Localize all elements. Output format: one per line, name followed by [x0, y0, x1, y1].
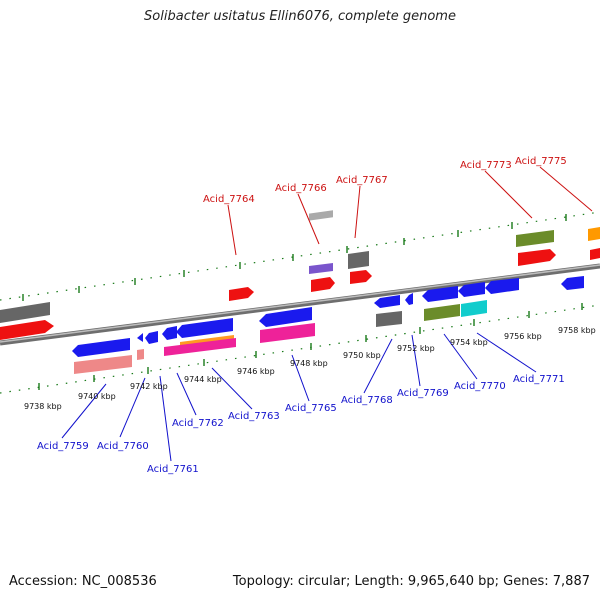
gene-label-bottom[interactable]: Acid_7769	[397, 388, 449, 399]
kbp-label: 9744 kbp	[184, 375, 222, 384]
gene-label-bottom[interactable]: Acid_7760	[97, 441, 149, 452]
kbp-label: 9746 kbp	[237, 367, 275, 376]
gene-label-bottom[interactable]: Acid_7762	[172, 418, 224, 429]
kbp-label: 9750 kbp	[343, 351, 381, 360]
gene-gray-7767	[348, 251, 369, 269]
accession-text: Accession: NC_008536	[9, 574, 157, 589]
gene-red-7766	[311, 277, 335, 292]
gene-pink-7759	[74, 355, 132, 374]
gene-red-right	[590, 248, 600, 260]
kbp-label: 9740 kbp	[78, 392, 116, 401]
gene-orange-right	[588, 227, 600, 241]
gene-label-top[interactable]: Acid_7766	[275, 183, 327, 194]
gene-blue-7769	[405, 293, 413, 305]
gene-label-bottom[interactable]: Acid_7771	[513, 374, 565, 385]
gene-purple	[309, 263, 333, 274]
gene-label-top[interactable]: Acid_7775	[515, 156, 567, 167]
gene-red-7764	[229, 287, 254, 301]
gene-label-bottom[interactable]: Acid_7761	[147, 464, 199, 475]
gene-cyan	[461, 300, 487, 317]
kbp-label: 9756 kbp	[504, 332, 542, 341]
gene-label-bottom[interactable]: Acid_7759	[37, 441, 89, 452]
kbp-label: 9738 kbp	[24, 402, 62, 411]
gene-label-bottom[interactable]: Acid_7768	[341, 395, 393, 406]
gene-red-7773	[518, 249, 556, 266]
gene-olive-7770	[424, 304, 460, 321]
gene-blue-7762a	[162, 326, 177, 340]
kbp-label: 9754 kbp	[450, 338, 488, 347]
gene-gray-7768	[376, 311, 402, 327]
gene-olive	[516, 230, 554, 247]
gene-label-bottom[interactable]: Acid_7770	[454, 381, 506, 392]
gene-blue-7760	[137, 333, 143, 342]
gene-pink-7760	[137, 349, 144, 360]
gene-red-7767	[350, 270, 372, 284]
kbp-label: 9742 kbp	[130, 382, 168, 391]
gene-label-top[interactable]: Acid_7767	[336, 175, 388, 186]
gene-blue-7761	[145, 331, 158, 344]
kbp-label: 9748 kbp	[290, 359, 328, 368]
gene-label-top[interactable]: Acid_7764	[203, 194, 255, 205]
bottom-gene-labels[interactable]: Acid_7759 Acid_7760 Acid_7761 Acid_7762 …	[37, 374, 565, 475]
gene-blue-7759	[72, 338, 130, 357]
genome-map: 9738 kbp 9740 kbp 9742 kbp 9744 kbp 9746…	[0, 0, 600, 600]
gene-label-bottom[interactable]: Acid_7765	[285, 403, 337, 414]
kbp-label: 9752 kbp	[397, 344, 435, 353]
gene-label-bottom[interactable]: Acid_7763	[228, 411, 280, 422]
gene-label-top[interactable]: Acid_7773	[460, 160, 512, 171]
topology-text: Topology: circular; Length: 9,965,640 bp…	[233, 574, 590, 589]
gene-blue-right	[561, 276, 584, 290]
kbp-label: 9758 kbp	[558, 326, 596, 335]
gene-gray-light	[309, 210, 333, 220]
gene-gray-left	[0, 302, 50, 323]
